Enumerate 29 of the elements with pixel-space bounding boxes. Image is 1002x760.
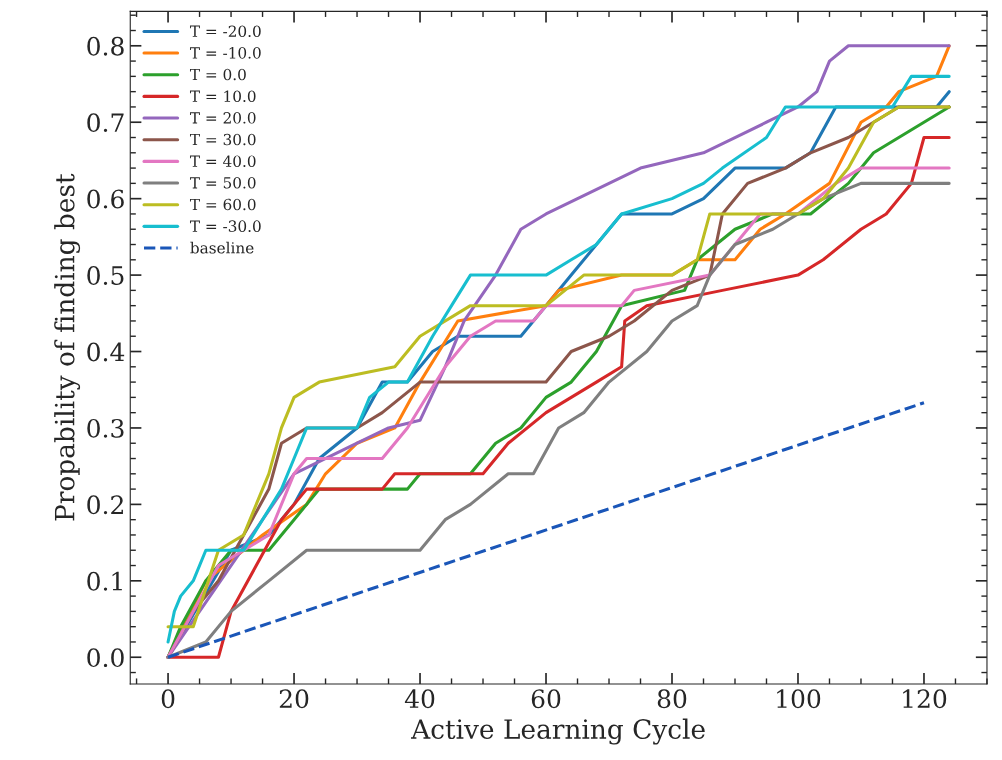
x-tick-label: 80 xyxy=(657,689,687,709)
y-tick-label: 0.4 xyxy=(87,342,125,362)
y-axis-title: Propability of finding best xyxy=(54,173,81,521)
legend-label: T = -30.0 xyxy=(189,220,261,232)
legend-label: T = 20.0 xyxy=(189,112,256,124)
legend-label: T = 60.0 xyxy=(189,198,256,211)
y-tick-label: 0.1 xyxy=(87,571,122,591)
legend-label: T = 10.0 xyxy=(189,90,256,102)
x-axis-title: Active Learning Cycle xyxy=(410,718,705,745)
x-tick-label: 20 xyxy=(279,689,309,709)
y-tick-label: 0.6 xyxy=(87,189,124,209)
x-tick-label: 0 xyxy=(161,689,175,709)
legend-label: T = -20.0 xyxy=(189,25,261,37)
legend-label: T = 50.0 xyxy=(189,177,256,189)
x-tick-label: 100 xyxy=(777,689,821,709)
x-tick-label: 60 xyxy=(531,689,561,709)
x-tick-label: 40 xyxy=(404,689,435,709)
x-tick-label: 120 xyxy=(903,689,947,709)
legend-label: T = -10.0 xyxy=(189,47,261,59)
y-tick-label: 0.3 xyxy=(87,418,124,438)
legend-label: T = 0.0 xyxy=(189,68,246,81)
y-tick-label: 0.0 xyxy=(87,648,124,668)
y-tick-label: 0.7 xyxy=(87,113,124,133)
legend-label: T = 40.0 xyxy=(189,155,256,167)
legend-label: T = 30.0 xyxy=(189,133,256,146)
y-tick-label: 0.2 xyxy=(87,495,123,515)
legend-label: baseline xyxy=(190,241,254,254)
y-tick-label: 0.5 xyxy=(87,266,124,285)
y-tick-label: 0.8 xyxy=(87,36,124,56)
